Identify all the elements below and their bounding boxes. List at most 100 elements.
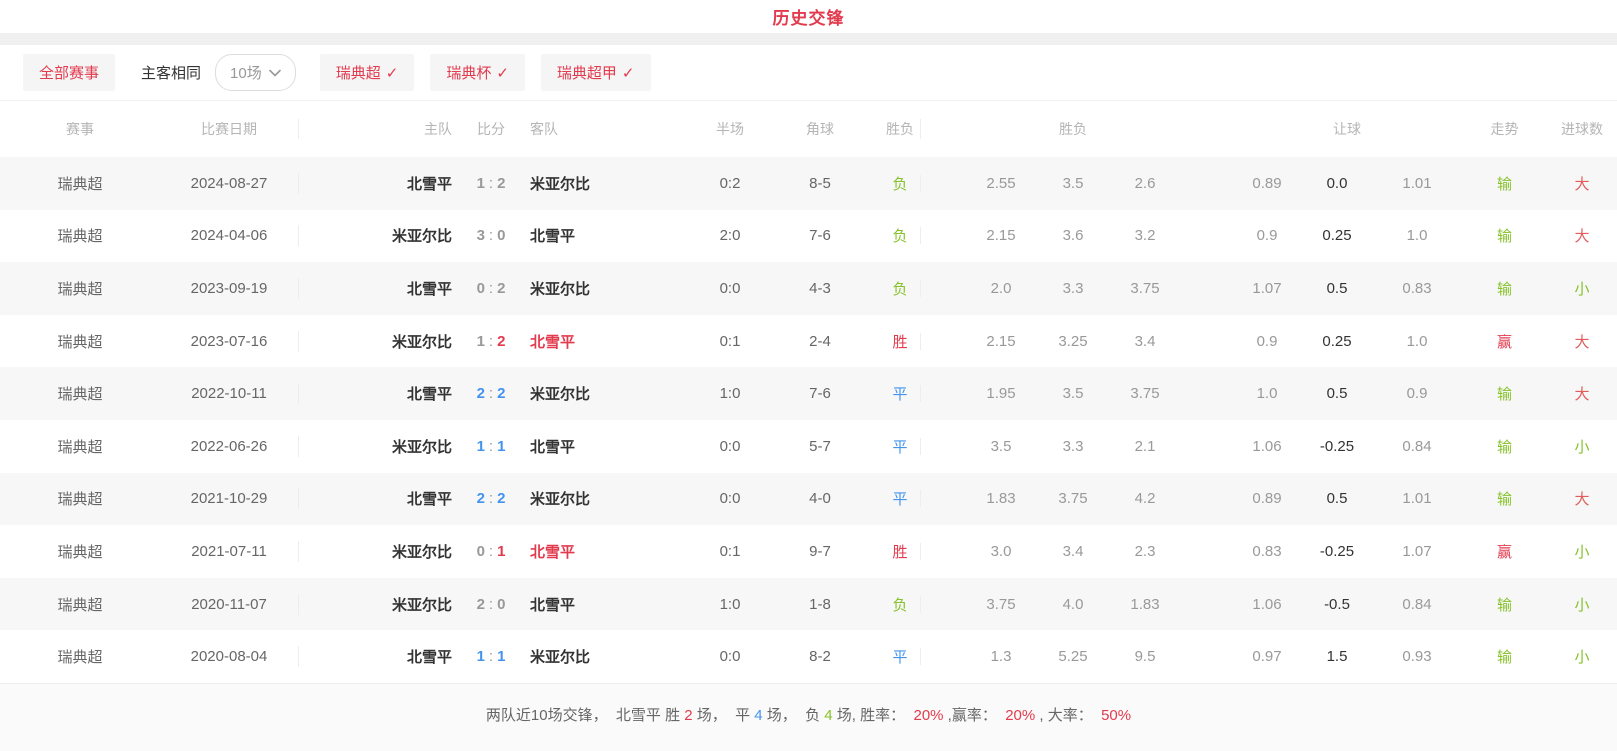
- league-cell: 瑞典超: [57, 333, 103, 351]
- table-row: 瑞典超 2024-08-27 北雪平 1:2 米亚尔比 0:2 8-5 负 2.…: [0, 157, 1617, 210]
- score-separator: :: [488, 542, 494, 560]
- odds-draw: 3.6: [1062, 227, 1084, 245]
- handicap-away-odds: 1.0: [1406, 332, 1428, 350]
- handicap-away-odds: 0.93: [1402, 648, 1432, 666]
- halftime-cell: 0:1: [719, 332, 741, 350]
- date-cell: 2022-10-11: [191, 385, 267, 403]
- away-score: 1: [497, 648, 506, 666]
- date-cell: 2020-11-07: [191, 595, 267, 613]
- odds-home-win: 2.15: [920, 227, 1037, 245]
- header-home: 主队: [298, 119, 460, 139]
- score-separator: :: [488, 174, 494, 192]
- date-cell: 2024-04-06: [190, 227, 268, 245]
- handicap-away-odds: 0.83: [1402, 279, 1432, 297]
- corners-cell: 4-3: [809, 279, 831, 297]
- score-cell: 3:0: [460, 227, 522, 244]
- table-row: 瑞典超 2024-04-06 米亚尔比 3:0 北雪平 2:0 7-6 负 2.…: [0, 209, 1617, 263]
- goals-cell: 大: [1574, 228, 1590, 246]
- home-team: 北雪平: [298, 383, 460, 405]
- score-cell: 2:2: [460, 490, 522, 507]
- league-filter-svenska-cupen[interactable]: 瑞典杯 ✓: [430, 54, 525, 91]
- corners-cell: 1-8: [809, 595, 831, 613]
- corners-cell: 4-0: [809, 490, 831, 508]
- all-events-button[interactable]: 全部赛事: [23, 54, 116, 91]
- summary-bar: 两队近10场交锋， 北雪平 胜 2 场， 平 4 场， 负 4 场, 胜率： 2…: [0, 682, 1617, 751]
- home-team: 北雪平: [298, 646, 460, 668]
- score-cell: 1:1: [460, 438, 522, 455]
- home-score: 1: [476, 648, 485, 666]
- halftime-cell: 1:0: [719, 595, 741, 613]
- date-cell: 2023-07-16: [190, 332, 268, 350]
- away-team: 北雪平: [530, 438, 576, 456]
- handicap-line: -0.25: [1319, 542, 1355, 560]
- score-cell: 1:1: [460, 648, 522, 665]
- handicap-away-odds: 1.07: [1402, 542, 1432, 560]
- home-away-same-label: 主客相同: [141, 65, 202, 82]
- handicap-home-odds: 0.97: [1252, 648, 1282, 666]
- score-separator: :: [488, 332, 494, 350]
- match-count-dropdown[interactable]: 10场: [215, 54, 296, 91]
- trend-cell: 输: [1496, 596, 1512, 614]
- check-icon: ✓: [385, 64, 399, 82]
- home-team: 米亚尔比: [298, 593, 460, 615]
- odds-draw: 3.4: [1062, 542, 1084, 560]
- handicap-home-odds: 1.06: [1252, 595, 1282, 613]
- goals-cell: 小: [1574, 280, 1590, 298]
- trend-cell: 赢: [1496, 543, 1512, 561]
- league-cell: 瑞典超: [57, 491, 103, 509]
- trend-cell: 输: [1496, 438, 1512, 456]
- away-team: 北雪平: [530, 543, 576, 561]
- header-league: 赛事: [66, 121, 94, 137]
- date-cell: 2021-10-29: [190, 490, 268, 508]
- filter-bar: 全部赛事 主客相同 10场 瑞典超 ✓ 瑞典杯 ✓ 瑞典超甲 ✓: [8, 45, 1609, 100]
- date-cell: 2023-09-19: [190, 279, 268, 297]
- handicap-home-odds: 0.9: [1256, 227, 1278, 245]
- home-team: 米亚尔比: [298, 330, 460, 352]
- score-cell: 1:2: [460, 175, 522, 192]
- result-cell: 负: [892, 596, 908, 614]
- odds-home-win: 1.95: [920, 385, 1037, 403]
- halftime-cell: 0:0: [719, 437, 741, 455]
- away-team: 米亚尔比: [530, 280, 591, 298]
- table-row: 瑞典超 2022-06-26 米亚尔比 1:1 北雪平 0:0 5-7 平 3.…: [0, 419, 1617, 473]
- table-row: 瑞典超 2020-08-04 北雪平 1:1 米亚尔比 0:0 8-2 平 1.…: [0, 630, 1617, 683]
- trend-cell: 输: [1496, 491, 1512, 509]
- handicap-away-odds: 0.84: [1402, 437, 1432, 455]
- handicap-line: 0.5: [1326, 279, 1348, 297]
- score-cell: 0:1: [460, 543, 522, 560]
- odds-draw: 3.25: [1058, 332, 1088, 350]
- corners-cell: 8-5: [809, 174, 831, 192]
- score-separator: :: [488, 279, 494, 297]
- home-away-same-button[interactable]: 主客相同: [141, 62, 201, 83]
- odds-away-win: 3.75: [1130, 385, 1160, 403]
- score-cell: 2:0: [460, 596, 522, 613]
- home-team: 北雪平: [298, 488, 460, 510]
- away-score: 2: [497, 174, 506, 192]
- header-date: 比赛日期: [201, 121, 257, 137]
- odds-away-win: 4.2: [1134, 490, 1156, 508]
- odds-away-win: 3.75: [1130, 279, 1160, 297]
- away-team: 米亚尔比: [530, 491, 591, 509]
- away-score: 0: [497, 595, 506, 613]
- league-filter-superettan[interactable]: 瑞典超甲 ✓: [540, 54, 651, 91]
- home-score: 0: [476, 542, 485, 560]
- summary-segment: 场， 平: [692, 706, 755, 724]
- trend-cell: 输: [1496, 228, 1512, 246]
- header-odds-group: 胜负: [920, 119, 1181, 139]
- result-cell: 平: [892, 438, 908, 456]
- score-separator: :: [488, 437, 494, 455]
- league-cell: 瑞典超: [57, 543, 103, 561]
- halftime-cell: 1:0: [719, 385, 741, 403]
- league-cell: 瑞典超: [57, 175, 103, 193]
- home-score: 2: [476, 595, 485, 613]
- away-team: 米亚尔比: [530, 649, 591, 667]
- corners-cell: 5-7: [809, 437, 831, 455]
- away-score: 2: [497, 332, 506, 350]
- table-row: 瑞典超 2020-11-07 米亚尔比 2:0 北雪平 1:0 1-8 负 3.…: [0, 577, 1617, 631]
- handicap-line: -0.25: [1319, 437, 1355, 455]
- halftime-cell: 2:0: [719, 227, 741, 245]
- handicap-home-odds: 0.83: [1252, 542, 1282, 560]
- league-filter-allsvenskan[interactable]: 瑞典超 ✓: [319, 54, 415, 91]
- away-score: 1: [497, 542, 506, 560]
- handicap-line: 0.25: [1322, 227, 1352, 245]
